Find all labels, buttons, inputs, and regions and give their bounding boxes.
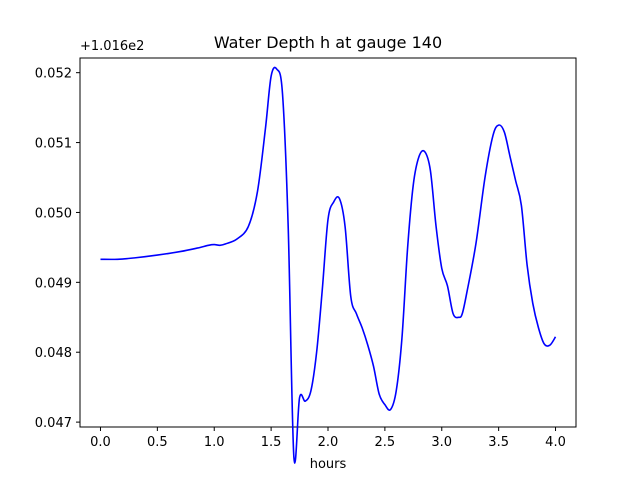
x-tick-label: 1.5 bbox=[261, 435, 282, 450]
x-tick-label: 3.0 bbox=[431, 435, 452, 450]
y-tick-label: 0.047 bbox=[35, 416, 72, 431]
plot-area bbox=[79, 57, 577, 428]
y-axis: 0.047 0.048 0.049 0.050 0.051 0.052 bbox=[35, 67, 80, 431]
x-axis-label: hours bbox=[310, 457, 347, 472]
x-tick-label: 4.0 bbox=[545, 435, 566, 450]
y-tick-label: 0.051 bbox=[35, 137, 72, 152]
x-tick-label: 0.5 bbox=[147, 435, 168, 450]
x-tick-label: 1.0 bbox=[204, 435, 225, 450]
x-tick-label: 3.5 bbox=[488, 435, 509, 450]
y-tick-label: 0.048 bbox=[35, 346, 72, 361]
series-line bbox=[100, 66, 557, 464]
x-axis: 0.0 0.5 1.0 1.5 2.0 2.5 3.0 3.5 4.0 bbox=[90, 427, 566, 450]
y-tick-label: 0.049 bbox=[35, 276, 72, 291]
chart-title: Water Depth h at gauge 140 bbox=[214, 33, 442, 52]
series-layer bbox=[100, 66, 557, 464]
x-tick-label: 2.5 bbox=[375, 435, 396, 450]
axes-frame bbox=[79, 57, 577, 428]
y-offset-label: +1.016e2 bbox=[80, 39, 144, 54]
y-tick-label: 0.050 bbox=[35, 206, 72, 221]
y-tick-label: 0.052 bbox=[35, 67, 72, 82]
x-tick-label: 0.0 bbox=[90, 435, 111, 450]
x-tick-label: 2.0 bbox=[318, 435, 339, 450]
